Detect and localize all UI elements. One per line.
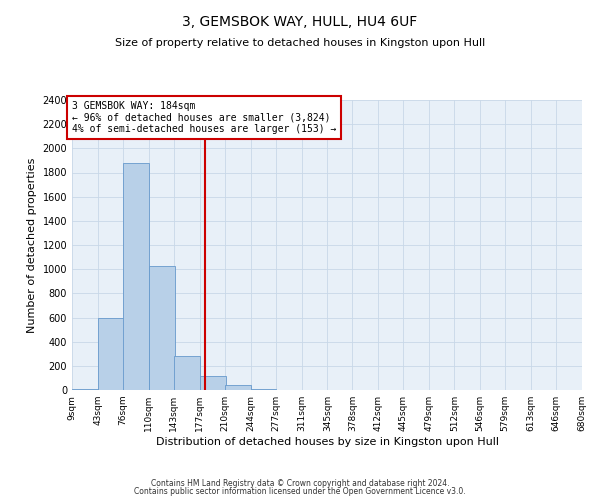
- Bar: [200, 376, 226, 390]
- Text: Size of property relative to detached houses in Kingston upon Hull: Size of property relative to detached ho…: [115, 38, 485, 48]
- Bar: [149, 266, 175, 390]
- Text: Contains HM Land Registry data © Crown copyright and database right 2024.: Contains HM Land Registry data © Crown c…: [151, 478, 449, 488]
- Bar: [225, 385, 251, 390]
- Y-axis label: Number of detached properties: Number of detached properties: [27, 158, 37, 332]
- Text: 3 GEMSBOK WAY: 184sqm
← 96% of detached houses are smaller (3,824)
4% of semi-de: 3 GEMSBOK WAY: 184sqm ← 96% of detached …: [72, 101, 337, 134]
- Bar: [174, 356, 200, 390]
- Bar: [123, 163, 149, 390]
- X-axis label: Distribution of detached houses by size in Kingston upon Hull: Distribution of detached houses by size …: [155, 437, 499, 447]
- Text: 3, GEMSBOK WAY, HULL, HU4 6UF: 3, GEMSBOK WAY, HULL, HU4 6UF: [182, 15, 418, 29]
- Bar: [251, 389, 277, 390]
- Bar: [98, 318, 124, 390]
- Bar: [72, 389, 98, 390]
- Text: Contains public sector information licensed under the Open Government Licence v3: Contains public sector information licen…: [134, 487, 466, 496]
